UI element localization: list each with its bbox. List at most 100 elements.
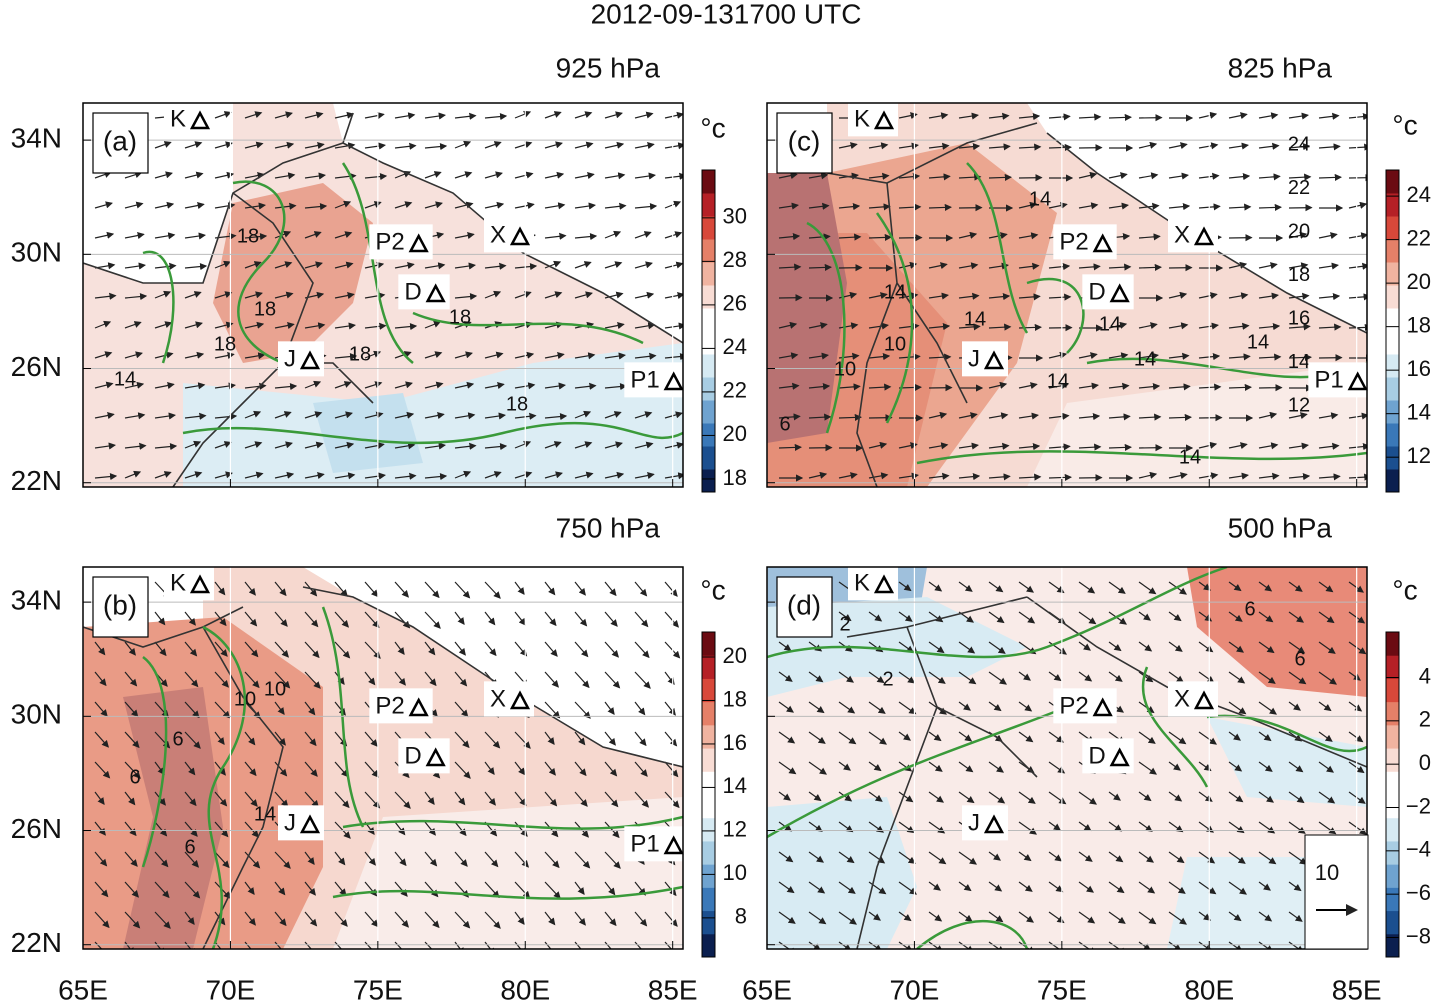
wind-arrow [274, 141, 295, 149]
wind-arrow [604, 172, 626, 180]
wind-arrow [154, 442, 178, 451]
wind-arrow [1318, 232, 1338, 240]
wind-arrow [604, 671, 621, 689]
contour-label: 18 [349, 343, 371, 365]
wind-arrow [454, 412, 476, 420]
wind-arrow [1048, 671, 1062, 682]
wind-arrow [1228, 731, 1241, 741]
contour-label: 14 [1029, 188, 1051, 210]
place-marker [408, 697, 429, 717]
wind-arrow [184, 671, 199, 688]
wind-arrow [634, 291, 655, 299]
wind-arrow [1228, 112, 1248, 120]
wind-arrow [958, 442, 979, 450]
x-tick-label: 65E [742, 974, 792, 1004]
contour-label: 10 [264, 678, 286, 700]
wind-arrow [484, 201, 505, 209]
wind-arrow [1168, 731, 1187, 745]
wind-arrow [484, 171, 503, 179]
wind-arrow [184, 171, 204, 179]
contour-label: 6 [184, 836, 195, 858]
wind-arrow [868, 203, 891, 211]
wind-arrow [364, 442, 385, 450]
wind-arrow [394, 142, 417, 150]
place-marker [663, 371, 684, 391]
wind-arrow [574, 701, 591, 719]
place-label: J [284, 809, 296, 836]
wind-arrow [1348, 412, 1367, 420]
place-label: D [404, 278, 421, 305]
colorbar-label: 16 [1407, 356, 1431, 381]
wind-arrow [574, 471, 594, 479]
border [826, 122, 1367, 487]
wind-arrow [154, 171, 173, 179]
wind-arrow [988, 791, 1006, 804]
panel-label: (a) [103, 125, 137, 156]
wind-arrow [274, 441, 293, 449]
wind-arrow [928, 472, 950, 480]
wind-arrow [1078, 941, 1097, 949]
wind-arrow [394, 791, 411, 809]
wind-arrow [1348, 671, 1361, 681]
wind-arrow [454, 851, 468, 867]
wind-arrow [154, 262, 177, 270]
wind-arrow [928, 262, 948, 270]
wind-arrow [574, 111, 593, 119]
wind-arrow [124, 232, 145, 240]
wind-arrow [124, 470, 142, 479]
wind-arrow [988, 381, 1008, 389]
place-label: J [968, 809, 980, 836]
wind-arrow [1078, 113, 1102, 121]
wind-arrow [154, 881, 170, 899]
colorbar-label: 24 [723, 334, 747, 359]
contour-label: 18 [254, 298, 276, 320]
contour-label: 14 [114, 368, 136, 390]
wind-arrow [838, 413, 862, 422]
wind-arrow [664, 172, 683, 180]
wind-arrow [1108, 263, 1132, 271]
wind-arrow [1138, 383, 1161, 391]
wind-arrow [778, 641, 792, 652]
wind-arrow [484, 262, 507, 270]
wind-arrow [544, 821, 559, 838]
x-tick-label: 70E [890, 974, 940, 1004]
place-label: K [170, 569, 186, 596]
wind-arrow [334, 881, 347, 897]
wind-arrow [214, 761, 226, 776]
place-box [163, 101, 215, 137]
wind-arrow [124, 292, 148, 301]
wind-arrow [1258, 442, 1279, 450]
wind-arrow [988, 671, 1007, 685]
contour-label: 18 [214, 333, 236, 355]
wind-arrow [1228, 472, 1249, 480]
wind-arrow [94, 351, 113, 359]
wind-arrow [1258, 761, 1273, 772]
wind-arrow [868, 731, 887, 745]
wind-arrow [838, 322, 859, 330]
wind-arrow [304, 142, 325, 150]
wind-arrow [304, 472, 325, 480]
wind-arrow [634, 202, 658, 211]
wind-arrow [1288, 911, 1303, 922]
wind-arrow [838, 881, 856, 894]
wind-arrow [958, 323, 981, 331]
wind-arrow [124, 171, 143, 179]
temperature-shade [333, 797, 683, 949]
wind-arrow [604, 641, 619, 658]
inner-label: 16 [1288, 307, 1310, 329]
wind-arrow [124, 821, 137, 837]
wind-arrow [244, 851, 261, 869]
place-label: P1 [630, 830, 659, 857]
colorbar-label: −2 [1406, 793, 1431, 818]
wind-arrow [1198, 581, 1211, 591]
wind-arrow [868, 142, 889, 150]
wind-arrow [1318, 442, 1340, 450]
wind-arrow [394, 472, 417, 480]
wind-arrow [808, 413, 832, 421]
wind-arrow [94, 821, 106, 836]
wind-arrow [424, 791, 435, 805]
wind-arrow [364, 381, 383, 389]
wind-arrow [1138, 881, 1156, 894]
temperature-shade [213, 183, 373, 363]
wind-arrow [184, 851, 199, 868]
